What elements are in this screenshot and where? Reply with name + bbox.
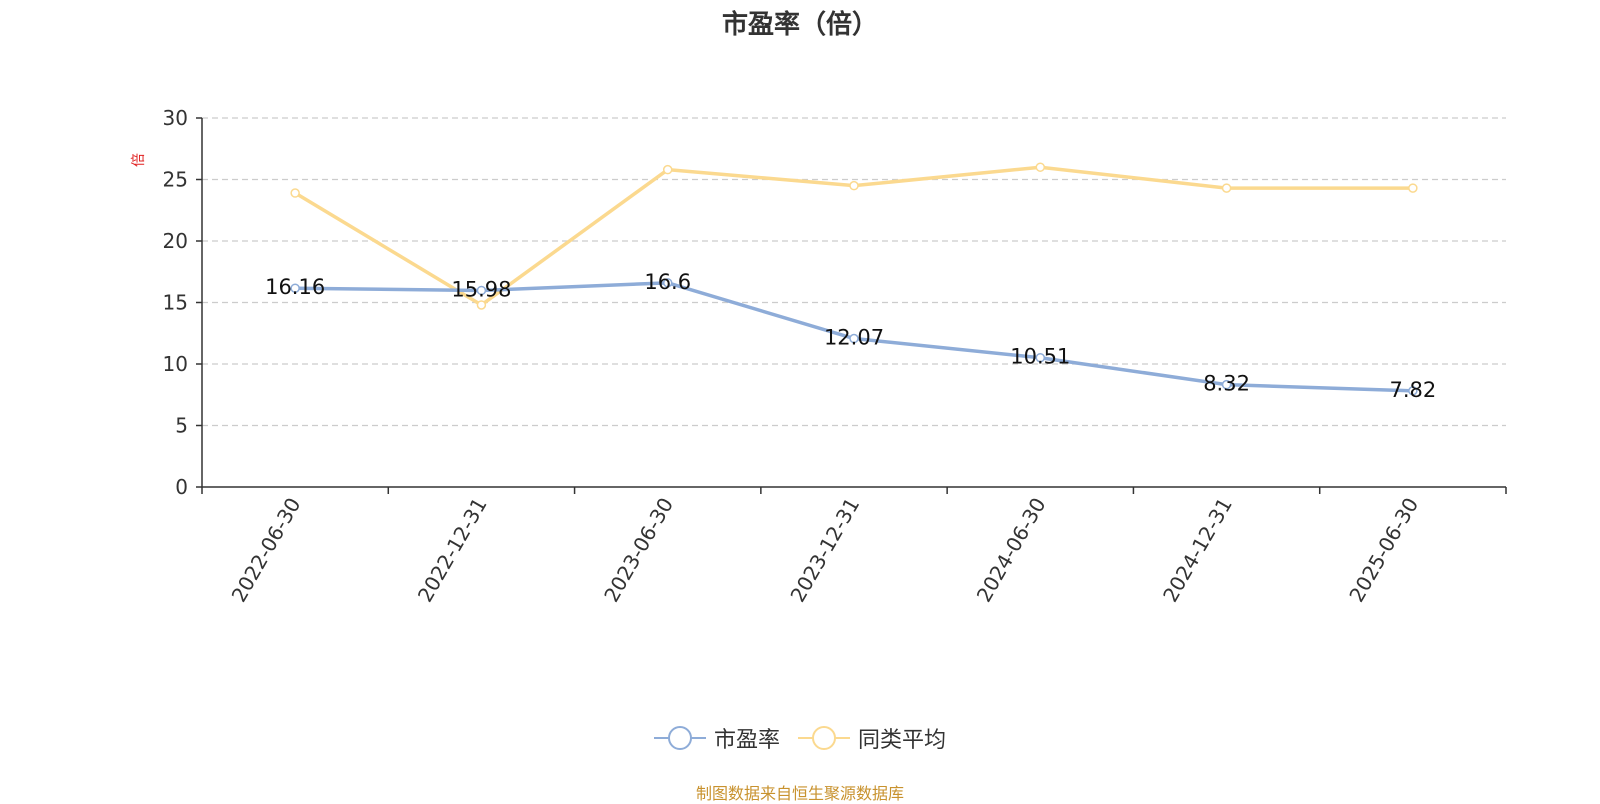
y-tick-label: 25 — [163, 168, 188, 192]
source-note: 制图数据来自恒生聚源数据库 — [695, 784, 904, 803]
y-tick-label: 10 — [163, 352, 188, 376]
legend-label-peer-average: 同类平均 — [858, 728, 947, 753]
data-point — [1221, 379, 1232, 390]
data-label: 10.51 — [1010, 345, 1070, 369]
y-tick-label: 15 — [163, 291, 188, 315]
data-point — [476, 285, 487, 296]
x-tick-label: 2025-06-30 — [1344, 494, 1423, 607]
y-tick-label: 0 — [175, 475, 188, 499]
data-point — [476, 300, 487, 310]
x-tick-label: 2023-12-31 — [785, 494, 864, 607]
y-tick-label: 5 — [175, 414, 188, 438]
legend-label-pe: 市盈率 — [713, 728, 780, 753]
x-tick-label: 2022-06-30 — [227, 494, 306, 607]
legend-item-peer-average[interactable]: 同类平均 — [798, 722, 946, 754]
data-label: 8.32 — [1203, 372, 1250, 396]
data-point — [290, 188, 300, 198]
data-label: 7.82 — [1389, 378, 1436, 402]
legend-line-circle-icon — [798, 726, 850, 750]
x-tick-label: 2024-06-30 — [972, 494, 1051, 607]
data-point — [849, 180, 859, 191]
legend-line-circle-icon — [653, 726, 706, 750]
legend-item-pe[interactable]: 市盈率 — [653, 722, 780, 754]
data-point — [662, 164, 673, 175]
x-tick-label: 2022-12-31 — [413, 494, 492, 607]
chart-title: 市盈率（倍） — [721, 10, 878, 40]
data-point — [1408, 386, 1418, 396]
x-tick-label: 2023-06-30 — [599, 494, 678, 607]
y-tick-label: 30 — [163, 106, 188, 130]
data-point — [290, 283, 300, 293]
data-point — [1408, 183, 1418, 193]
data-point — [662, 278, 673, 288]
data-label: 15.98 — [451, 277, 511, 301]
y-tick-label: 20 — [163, 229, 188, 253]
data-label: 16.6 — [644, 270, 691, 294]
data-label: 12.07 — [824, 326, 884, 350]
data-label: 16.16 — [265, 275, 325, 299]
data-point — [849, 333, 859, 344]
data-point — [1221, 183, 1232, 193]
data-point — [1035, 352, 1046, 363]
data-point — [1035, 162, 1046, 172]
chart-legend: 市盈率 同类平均 — [0, 722, 1600, 754]
x-tick-label: 2024-12-31 — [1158, 494, 1237, 607]
